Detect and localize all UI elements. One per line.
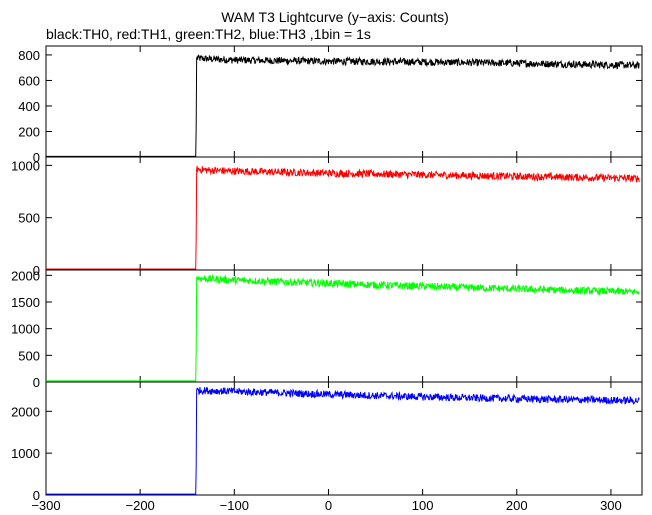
y-tick-label: 0 bbox=[33, 263, 40, 278]
x-tick-label: 100 bbox=[412, 498, 434, 513]
series-th1-line bbox=[46, 165, 640, 270]
y-tick-label: 500 bbox=[18, 348, 40, 363]
y-tick-label: 600 bbox=[18, 73, 40, 88]
chart-subtitle: black:TH0, red:TH1, green:TH2, blue:TH3 … bbox=[46, 26, 371, 42]
y-tick-label: 2000 bbox=[11, 268, 40, 283]
y-tick-label: 1000 bbox=[11, 322, 40, 337]
panel-th1: 0 500 1000 bbox=[11, 156, 643, 278]
y-tick-label: 500 bbox=[18, 211, 40, 226]
panel-th0: 0 200 400 600 800 bbox=[18, 45, 643, 165]
panel-frame bbox=[45, 381, 643, 496]
series-th0-line bbox=[46, 54, 640, 157]
y-tick-label: 1500 bbox=[11, 295, 40, 310]
x-tick-label: 0 bbox=[325, 498, 332, 513]
x-tick-label: −100 bbox=[220, 498, 249, 513]
panel-th3: 0 1000 2000 bbox=[11, 381, 643, 503]
series-th2-line bbox=[46, 273, 640, 382]
y-tick-label: 800 bbox=[18, 48, 40, 63]
x-tick-label: −300 bbox=[31, 498, 60, 513]
x-tick-label: 300 bbox=[600, 498, 622, 513]
y-tick-label: 1000 bbox=[11, 446, 40, 461]
y-tick-label: 0 bbox=[33, 150, 40, 165]
panel-frame bbox=[45, 269, 643, 383]
y-tick-label: 0 bbox=[33, 375, 40, 390]
chart-title: WAM T3 Lightcurve (y−axis: Counts) bbox=[221, 9, 449, 25]
series-th3-line bbox=[46, 386, 640, 495]
y-tick-label: 0 bbox=[33, 488, 40, 503]
x-tick-label: −200 bbox=[126, 498, 155, 513]
y-tick-label: 1000 bbox=[11, 158, 40, 173]
x-tick-label: 200 bbox=[506, 498, 528, 513]
y-tick-label: 2000 bbox=[11, 404, 40, 419]
chart-panels: 0200400600800050010000500100015002000010… bbox=[11, 45, 643, 513]
y-tick-label: 200 bbox=[18, 124, 40, 139]
y-tick-label: 400 bbox=[18, 99, 40, 114]
panel-th2: 0 500 1000 1500 2000 bbox=[11, 268, 643, 390]
